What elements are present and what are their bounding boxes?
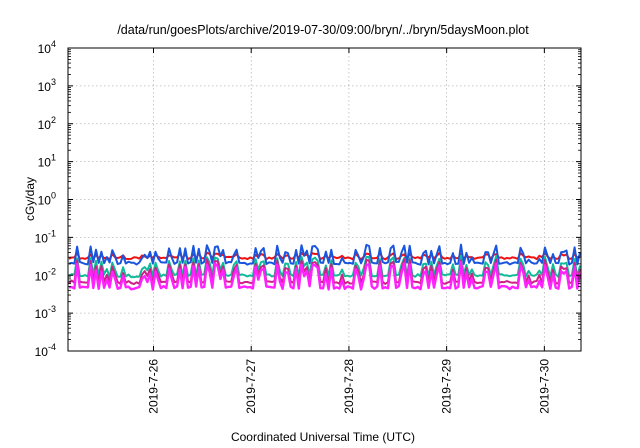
y-tick-label: 102 [38, 115, 56, 132]
y-tick-label: 10-4 [35, 342, 56, 359]
chart-title: /data/run/goesPlots/archive/2019-07-30/0… [117, 23, 529, 37]
y-tick-label: 10-3 [35, 304, 56, 321]
series-line [68, 243, 581, 266]
y-tick-label: 10-2 [35, 266, 56, 283]
y-tick-label: 100 [38, 191, 56, 208]
x-tick-label: 2019-7-28 [342, 359, 356, 414]
x-tick-label: 2019-7-30 [537, 359, 551, 414]
x-axis: 2019-7-26 2019-7-27 2019-7-28 2019-7-29 2019… [147, 48, 551, 414]
grid [68, 48, 581, 351]
y-tick-label: 101 [38, 153, 56, 170]
x-axis-label: Coordinated Universal Time (UTC) [231, 430, 415, 444]
x-tick-label: 2019-7-29 [440, 359, 454, 414]
y-axis-label: cGy/day [23, 177, 37, 221]
x-tick-label: 2019-7-27 [244, 359, 258, 414]
y-axis: 10-4 10-3 10-2 10-1 100 101 102 103 104 [35, 39, 581, 359]
series-lines [68, 243, 582, 291]
x-tick-label: 2019-7-26 [147, 359, 161, 414]
series-line [68, 260, 582, 291]
y-tick-label: 103 [38, 77, 56, 94]
y-tick-label: 10-1 [35, 228, 56, 245]
y-tick-label: 104 [38, 39, 56, 56]
